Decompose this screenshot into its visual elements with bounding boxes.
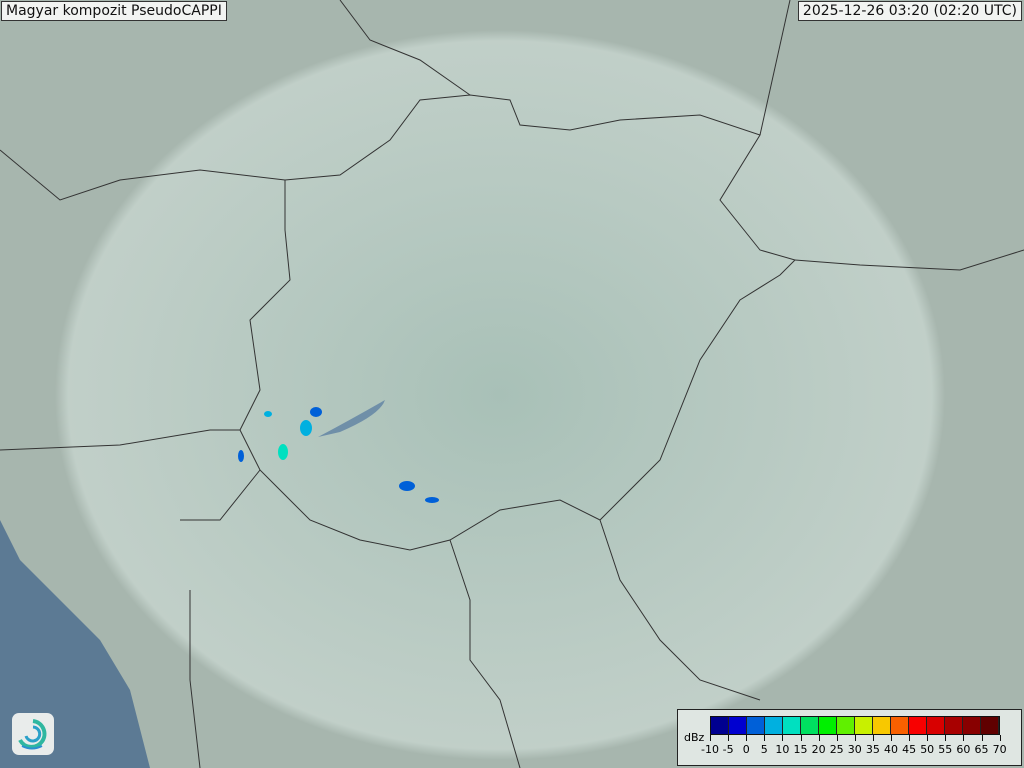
legend-swatch	[909, 717, 927, 734]
legend-tick-mark	[981, 735, 983, 741]
legend-tick-label: 35	[865, 743, 880, 756]
legend-tick-label: -5	[722, 743, 734, 756]
legend-tick-mark	[836, 735, 838, 741]
legend-tick-label: 70	[992, 743, 1007, 756]
legend-swatch	[945, 717, 963, 734]
legend-tick-label: 50	[920, 743, 935, 756]
legend-tick-mark	[710, 735, 711, 741]
legend-swatch	[837, 717, 855, 734]
legend-tick-mark	[764, 735, 766, 741]
legend-tick-mark	[927, 735, 929, 741]
legend-tick-mark	[945, 735, 947, 741]
legend-swatch	[963, 717, 981, 734]
legend-tick-label: 10	[775, 743, 790, 756]
legend-ticks: -10 -5 0 5 10 15 20 25 30 35 40 45 50 55 60 65 70	[701, 735, 1016, 765]
legend-tick-mark	[999, 735, 1001, 741]
legend-tick-mark	[746, 735, 748, 741]
legend-tick-label: 45	[902, 743, 917, 756]
legend-tick-label: -10	[701, 743, 719, 756]
legend-swatch	[855, 717, 873, 734]
legend-unit: dBz	[684, 731, 705, 744]
radar-coverage-area	[55, 30, 945, 760]
adriatic-sea	[0, 520, 150, 768]
legend-tick-mark	[800, 735, 802, 741]
legend-swatch	[981, 717, 999, 734]
legend-tick-label: 0	[742, 743, 750, 756]
legend-tick-label: 60	[956, 743, 971, 756]
legend-tick-label: 65	[974, 743, 989, 756]
radar-echoes	[238, 407, 439, 503]
legend-swatch	[873, 717, 891, 734]
legend-tick-mark	[854, 735, 856, 741]
legend-swatch	[927, 717, 945, 734]
timestamp: 2025-12-26 03:20 (02:20 UTC)	[797, 1, 1022, 21]
omsz-logo	[12, 713, 54, 755]
legend-tick-mark	[963, 735, 965, 741]
map-title: Magyar kompozit PseudoCAPPI	[1, 1, 227, 21]
legend-swatch	[711, 717, 729, 734]
legend-tick-mark	[728, 735, 730, 741]
legend-swatch	[747, 717, 765, 734]
legend-tick-mark	[818, 735, 820, 741]
dbz-legend: dBz -10 -5 0 5 10 15 20 25 30 35 40 45 50 55 60 65 70	[677, 709, 1022, 766]
legend-tick-mark	[872, 735, 874, 741]
legend-tick-mark	[782, 735, 784, 741]
legend-swatch	[729, 717, 747, 734]
legend-tick-label: 40	[884, 743, 898, 756]
legend-swatch	[801, 717, 819, 734]
swirl-logo-icon	[18, 719, 47, 750]
color-scale	[710, 716, 1000, 735]
legend-swatch	[891, 717, 909, 734]
legend-tick-label: 5	[760, 743, 768, 756]
legend-tick-label: 30	[847, 743, 862, 756]
legend-swatch	[765, 717, 783, 734]
legend-tick-label: 20	[811, 743, 826, 756]
legend-tick-mark	[909, 735, 911, 741]
legend-tick-label: 25	[829, 743, 844, 756]
legend-swatch	[819, 717, 837, 734]
legend-tick-mark	[891, 735, 892, 741]
legend-swatch	[783, 717, 801, 734]
legend-tick-label: 15	[793, 743, 808, 756]
legend-tick-label: 55	[938, 743, 953, 756]
